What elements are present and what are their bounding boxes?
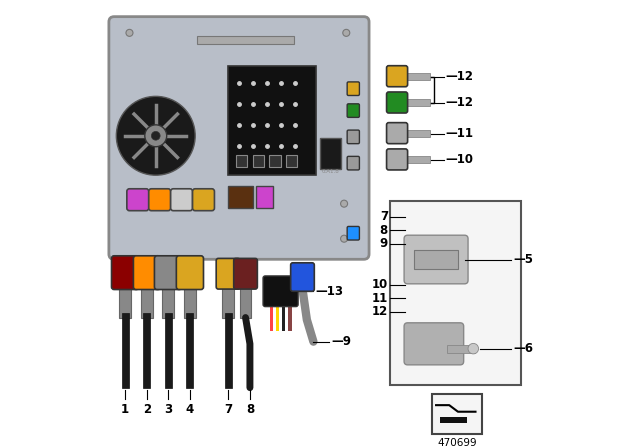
Bar xyxy=(222,287,234,318)
FancyBboxPatch shape xyxy=(347,130,360,144)
Text: —12: —12 xyxy=(445,70,473,83)
Bar xyxy=(269,155,280,167)
Circle shape xyxy=(468,343,479,354)
FancyBboxPatch shape xyxy=(177,256,204,289)
Bar xyxy=(406,99,430,107)
Text: 8: 8 xyxy=(246,403,254,416)
Bar xyxy=(164,313,172,388)
Circle shape xyxy=(152,131,160,140)
Bar xyxy=(286,155,297,167)
Bar xyxy=(120,287,131,318)
Bar xyxy=(414,250,458,269)
Bar xyxy=(276,304,279,331)
Bar xyxy=(406,156,430,164)
Text: —11: —11 xyxy=(445,127,473,140)
Text: —12: —12 xyxy=(445,96,473,109)
FancyBboxPatch shape xyxy=(193,189,214,211)
Text: 3: 3 xyxy=(164,403,172,416)
Text: —5: —5 xyxy=(513,253,534,266)
Text: 470699: 470699 xyxy=(437,438,477,448)
Text: —6: —6 xyxy=(513,342,534,355)
FancyBboxPatch shape xyxy=(111,256,139,289)
Text: 4: 4 xyxy=(186,403,194,416)
FancyBboxPatch shape xyxy=(387,92,408,113)
FancyBboxPatch shape xyxy=(109,17,369,259)
Circle shape xyxy=(145,125,166,147)
Circle shape xyxy=(116,96,195,175)
Circle shape xyxy=(340,200,348,207)
Text: —9: —9 xyxy=(331,335,351,348)
Text: 8: 8 xyxy=(380,224,388,237)
Text: —13: —13 xyxy=(316,285,344,298)
Bar xyxy=(253,155,264,167)
Bar xyxy=(122,313,129,388)
FancyBboxPatch shape xyxy=(127,189,148,211)
Bar xyxy=(320,138,341,168)
Bar xyxy=(269,304,273,331)
Bar xyxy=(236,155,247,167)
FancyBboxPatch shape xyxy=(404,323,463,365)
FancyBboxPatch shape xyxy=(387,149,408,170)
Text: 7: 7 xyxy=(224,403,232,416)
Bar xyxy=(240,287,252,318)
Bar xyxy=(282,304,285,331)
Bar xyxy=(288,304,292,331)
Bar xyxy=(440,418,467,422)
Bar xyxy=(163,287,173,318)
FancyBboxPatch shape xyxy=(171,189,193,211)
FancyBboxPatch shape xyxy=(291,263,314,291)
Bar xyxy=(225,313,232,388)
Bar xyxy=(228,186,253,208)
FancyBboxPatch shape xyxy=(347,82,360,95)
FancyBboxPatch shape xyxy=(347,226,360,240)
Text: 11: 11 xyxy=(372,292,388,305)
Bar xyxy=(186,313,193,388)
Text: 10: 10 xyxy=(372,278,388,291)
Text: —10: —10 xyxy=(445,153,473,166)
Bar xyxy=(406,73,430,80)
FancyBboxPatch shape xyxy=(234,258,257,289)
Circle shape xyxy=(126,30,133,36)
Bar xyxy=(414,250,458,269)
FancyBboxPatch shape xyxy=(133,256,161,289)
Text: 9: 9 xyxy=(380,237,388,250)
Bar xyxy=(447,345,476,353)
Bar xyxy=(390,202,522,385)
Bar xyxy=(143,313,150,388)
Text: 1: 1 xyxy=(121,403,129,416)
Bar xyxy=(184,287,196,318)
Bar xyxy=(406,130,430,137)
Text: 12: 12 xyxy=(372,306,388,319)
FancyBboxPatch shape xyxy=(347,156,360,170)
FancyBboxPatch shape xyxy=(263,276,298,306)
FancyBboxPatch shape xyxy=(387,66,408,87)
Text: 0.A1.8: 0.A1.8 xyxy=(322,169,339,174)
Bar xyxy=(257,186,273,208)
FancyBboxPatch shape xyxy=(148,189,171,211)
Circle shape xyxy=(340,235,348,242)
FancyBboxPatch shape xyxy=(347,104,360,117)
FancyBboxPatch shape xyxy=(154,256,182,289)
Bar xyxy=(432,394,482,434)
Circle shape xyxy=(343,30,350,36)
Bar xyxy=(197,36,294,44)
Bar xyxy=(141,287,153,318)
FancyBboxPatch shape xyxy=(404,235,468,284)
Text: 2: 2 xyxy=(143,403,151,416)
Bar xyxy=(228,66,316,175)
Text: 7: 7 xyxy=(380,210,388,223)
FancyBboxPatch shape xyxy=(216,258,240,289)
FancyBboxPatch shape xyxy=(387,123,408,144)
